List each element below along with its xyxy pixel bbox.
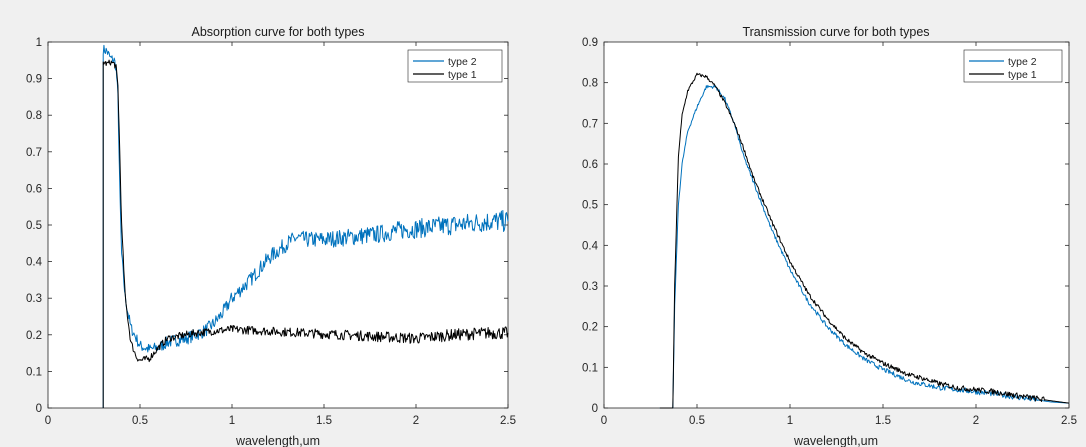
chart-title: Transmission curve for both types bbox=[742, 25, 929, 39]
absorption-chart: Absorption curve for both types waveleng… bbox=[26, 25, 516, 447]
x-tick-label: 2 bbox=[973, 415, 979, 427]
legend-label-type-2: type 2 bbox=[448, 56, 477, 68]
y-tick-label: 0.4 bbox=[582, 240, 599, 252]
series-line-type-1 bbox=[102, 59, 509, 408]
x-tick-label: 2.5 bbox=[500, 415, 516, 427]
y-tick-label: 0.6 bbox=[582, 159, 598, 171]
legend-label-type-2: type 2 bbox=[1008, 56, 1037, 68]
y-tick-label: 0.1 bbox=[582, 362, 598, 374]
x-axis-label: wavelength,um bbox=[235, 434, 320, 447]
y-tick-label: 0.6 bbox=[26, 183, 42, 195]
y-tick-label: 0 bbox=[36, 403, 42, 415]
y-tick-label: 0.9 bbox=[26, 74, 42, 86]
series-line-type-1 bbox=[659, 72, 1070, 409]
chart-title: Absorption curve for both types bbox=[191, 25, 364, 39]
x-tick-label: 1 bbox=[787, 415, 793, 427]
series-line-type-2 bbox=[102, 44, 509, 408]
y-tick-label: 0.7 bbox=[26, 147, 42, 159]
y-tick-label: 0.2 bbox=[26, 330, 42, 342]
y-tick-label: 1 bbox=[36, 37, 42, 49]
plot-area bbox=[47, 41, 509, 409]
y-tick-label: 0.3 bbox=[26, 293, 42, 305]
legend-box bbox=[963, 49, 1063, 83]
y-tick-label: 0.5 bbox=[582, 200, 598, 212]
y-tick-label: 0.5 bbox=[26, 220, 42, 232]
legend-label-type-1: type 1 bbox=[1008, 69, 1037, 81]
y-tick-label: 0.4 bbox=[26, 257, 43, 269]
x-axis-label: wavelength,um bbox=[793, 434, 878, 447]
x-tick-label: 1 bbox=[229, 415, 235, 427]
y-tick-label: 0.8 bbox=[582, 78, 598, 90]
x-tick-label: 0 bbox=[601, 415, 607, 427]
x-tick-label: 0.5 bbox=[132, 415, 148, 427]
plot-area bbox=[603, 41, 1070, 409]
x-tick-label: 1.5 bbox=[316, 415, 332, 427]
x-tick-label: 2.5 bbox=[1061, 415, 1077, 427]
legend: type 2 type 1 bbox=[407, 49, 503, 83]
y-tick-label: 0.3 bbox=[582, 281, 598, 293]
legend: type 2 type 1 bbox=[963, 49, 1063, 83]
transmission-chart: Transmission curve for both types wavele… bbox=[582, 25, 1077, 447]
x-tick-label: 0.5 bbox=[689, 415, 705, 427]
x-tick-label: 2 bbox=[413, 415, 419, 427]
x-tick-label: 0 bbox=[45, 415, 51, 427]
legend-label-type-1: type 1 bbox=[448, 69, 477, 81]
y-tick-label: 0.7 bbox=[582, 118, 598, 130]
y-tick-label: 0.8 bbox=[26, 110, 42, 122]
y-tick-label: 0.2 bbox=[582, 322, 598, 334]
x-tick-label: 1.5 bbox=[875, 415, 891, 427]
y-tick-label: 0.9 bbox=[582, 37, 598, 49]
y-tick-label: 0.1 bbox=[26, 366, 42, 378]
y-tick-label: 0 bbox=[592, 403, 598, 415]
legend-box bbox=[407, 49, 503, 83]
